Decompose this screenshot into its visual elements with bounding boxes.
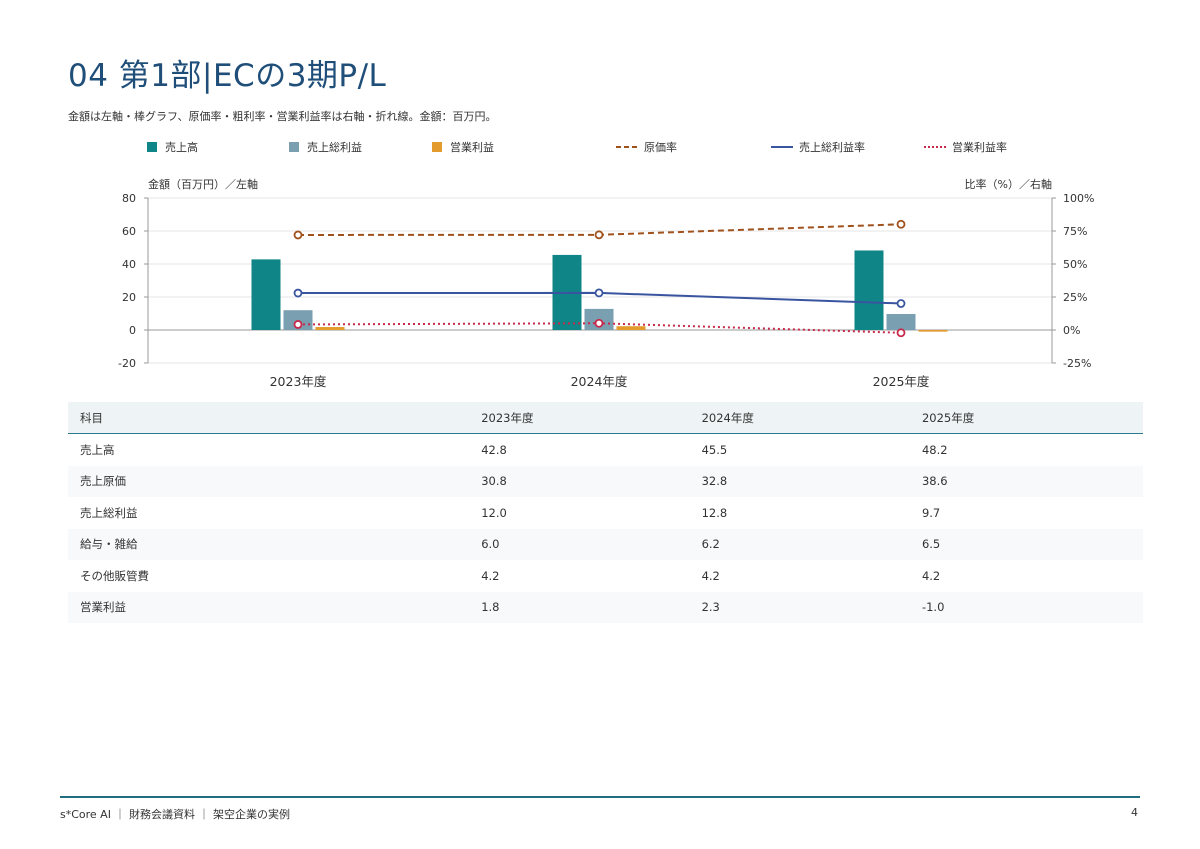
table-cell: 2.3 (689, 591, 910, 623)
table-header-item: 科目 (68, 402, 470, 434)
pl-table: 科目 2023年度 2024年度 2025年度 売上高 42.8 45.5 48… (68, 402, 1143, 623)
table-row: その他販管費 4.2 4.2 4.2 (68, 560, 1143, 592)
table-header-row: 科目 2023年度 2024年度 2025年度 (68, 402, 1143, 434)
table-row: 売上高 42.8 45.5 48.2 (68, 434, 1143, 466)
bar-gross-profit (886, 313, 916, 330)
table-cell: 12.8 (701, 505, 728, 520)
point-gross-margin (594, 288, 604, 298)
right-tick-label: 0% (1063, 324, 1080, 337)
table-cell: 6.0 (469, 528, 690, 560)
legend-swatch-gross-profit (289, 142, 299, 152)
point-operating-margin (293, 320, 303, 329)
legend-label-operating-profit: 営業利益 (450, 141, 494, 154)
legend-line-gross-margin (771, 146, 793, 148)
category-label: 2024年度 (571, 374, 628, 389)
table-cell: 38.6 (909, 465, 1143, 497)
legend-label-sales: 売上高 (165, 141, 198, 154)
table-cell: その他販管費 (80, 568, 149, 583)
table-cell: 45.5 (701, 442, 728, 457)
right-tick-label: 75% (1063, 225, 1087, 238)
table-row: 売上原価 30.8 32.8 38.6 (68, 465, 1143, 497)
right-tick-label: 50% (1063, 258, 1087, 271)
chart-legend: 売上高 売上総利益 営業利益 原価率 売上総利益率 営業利益率 (0, 139, 1200, 155)
bar-operating-profit (616, 326, 646, 330)
left-tick-label: 20 (122, 291, 136, 304)
table-header-2023: 2023年度 (469, 402, 690, 434)
table-header-2025: 2025年度 (909, 402, 1143, 434)
right-tick-label: -25% (1063, 357, 1091, 370)
point-cost-ratio (293, 230, 303, 240)
table-row: 営業利益 1.8 2.3 -1.0 (68, 591, 1143, 623)
right-tick-label: 100% (1063, 192, 1094, 205)
category-label: 2025年度 (873, 374, 930, 389)
left-tick-label: 0 (129, 324, 136, 337)
legend-swatch-sales (147, 142, 157, 152)
point-gross-margin (293, 288, 303, 298)
table-cell: 4.2 (481, 568, 500, 583)
table-cell: 12.0 (481, 505, 507, 520)
bar-operating-profit (918, 330, 948, 332)
bar-operating-profit (315, 327, 345, 330)
legend-item-gross-margin: 売上総利益率 (771, 139, 865, 155)
table-cell: 売上高 (80, 442, 115, 457)
right-tick-label: 25% (1063, 291, 1087, 304)
table-header-2024: 2024年度 (689, 402, 910, 434)
page-title: 04 第1部|ECの3期P/L (68, 58, 387, 94)
category-label: 2023年度 (270, 374, 327, 389)
bar-sales (854, 250, 884, 330)
legend-line-cost-ratio (616, 146, 638, 148)
table-cell: 4.2 (921, 568, 941, 583)
table-cell: 48.2 (921, 442, 948, 457)
legend-item-gross-profit: 売上総利益 (289, 139, 362, 155)
footer-divider (60, 796, 1140, 798)
table-cell: 4.2 (701, 568, 720, 583)
left-tick-label: 80 (122, 192, 136, 205)
legend-item-sales: 売上高 (147, 139, 198, 155)
table-cell: 1.8 (469, 591, 690, 623)
left-tick-label: -20 (118, 357, 136, 370)
legend-item-operating-margin: 営業利益率 (924, 139, 1007, 155)
point-operating-margin (594, 318, 604, 328)
footer-text: s*Core AI ｜ 財務会議資料 ｜ 架空企業の実例 (60, 808, 290, 821)
combo-chart: 80 60 40 20 0 -20 100% 75% 50% 25% 0% -25% 金額（百万円）／左… (118, 177, 1094, 389)
point-operating-margin (896, 328, 906, 338)
table-cell: 給与・雑給 (68, 528, 470, 560)
table-cell: 42.8 (481, 442, 507, 457)
table-cell: 6.2 (689, 528, 910, 560)
left-tick-label: 40 (122, 258, 136, 271)
table-cell: -1.0 (909, 591, 1143, 623)
table-cell: 30.8 (469, 465, 690, 497)
bar-sales (251, 259, 281, 330)
table-cell: 営業利益 (68, 591, 470, 623)
legend-swatch-operating-profit (432, 142, 442, 152)
left-axis-title: 金額（百万円）／左軸 (148, 177, 258, 191)
left-tick-label: 60 (122, 225, 136, 238)
table-row: 給与・雑給 6.0 6.2 6.5 (68, 528, 1143, 560)
table-cell: 32.8 (689, 465, 910, 497)
legend-line-operating-margin (924, 146, 946, 148)
legend-label-cost-ratio: 原価率 (644, 141, 677, 154)
legend-item-cost-ratio: 原価率 (616, 139, 677, 155)
table-cell: 売上総利益 (80, 505, 138, 520)
table-cell: 6.5 (909, 528, 1143, 560)
legend-label-gross-margin: 売上総利益率 (799, 141, 865, 154)
legend-label-operating-margin: 営業利益率 (952, 141, 1007, 154)
chart-note: 金額は左軸・棒グラフ、原価率・粗利率・営業利益率は右軸・折れ線。金額：百万円。 (68, 110, 497, 123)
legend-item-operating-profit: 営業利益 (432, 139, 494, 155)
legend-label-gross-profit: 売上総利益 (307, 141, 362, 154)
right-axis-title: 比率（%）／右軸 (965, 177, 1052, 191)
point-gross-margin (896, 299, 906, 308)
point-cost-ratio (896, 219, 906, 229)
point-cost-ratio (594, 230, 604, 240)
table-cell: 9.7 (921, 505, 941, 520)
table-row: 売上総利益 12.0 12.8 9.7 (68, 497, 1143, 529)
page-number: 4 (1131, 806, 1138, 819)
table-cell: 売上原価 (68, 465, 470, 497)
